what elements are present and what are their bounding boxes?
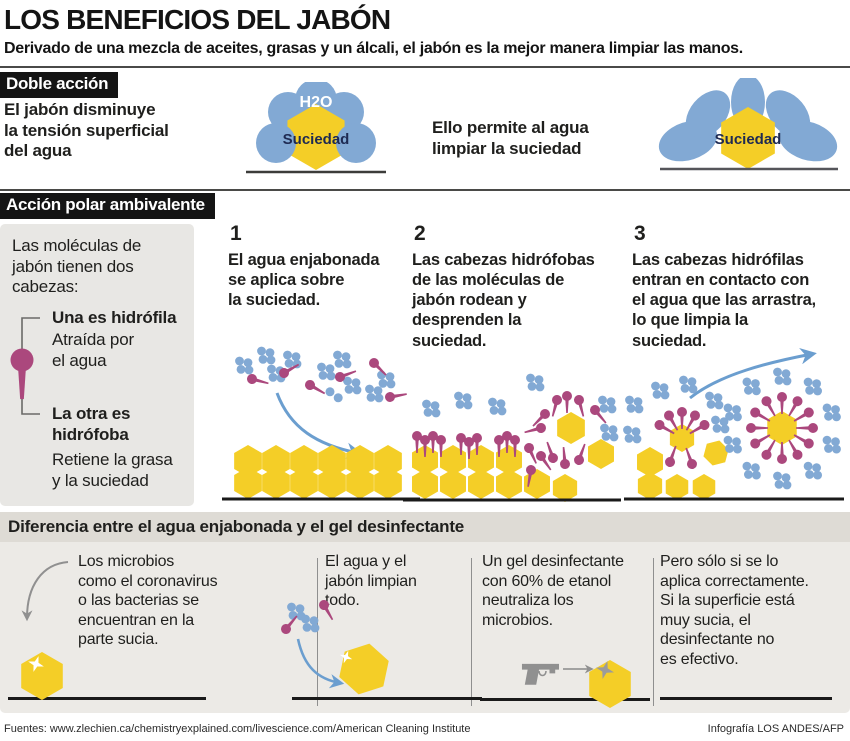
- page-subtitle: Derivado de una mezcla de aceites, grasa…: [4, 40, 743, 57]
- difference-section: Diferencia entre el agua enjabonada y el…: [0, 512, 850, 713]
- column-divider: [317, 558, 318, 706]
- hydrophilic-desc: Atraída por el agua: [52, 330, 134, 370]
- page-title: LOS BENEFICIOS DEL JABÓN: [4, 4, 391, 35]
- surface-line: [480, 698, 650, 701]
- column-divider: [471, 558, 472, 706]
- soap-molecule-legend-diagram: [10, 317, 40, 415]
- water-molecule-icon: [235, 346, 396, 403]
- difference-header: Diferencia entre el agua enjabonada y el…: [8, 517, 465, 536]
- soap-washes-dirt-diagram: [280, 598, 392, 700]
- micelle-dirt-hexagon-icon: [767, 411, 797, 445]
- water-surrounds-dirt-diagram: H2O Suciedad: [246, 82, 386, 174]
- polar-action-badge: Acción polar ambivalente: [0, 193, 215, 219]
- hydrophobic-title: La otra es hidrófoba: [52, 404, 131, 444]
- warning-text: Pero sólo si se lo aplica correctamente.…: [660, 553, 809, 668]
- water-molecule-icon: [256, 123, 376, 163]
- step-3-text: Las cabezas hidrófilas entran en contact…: [632, 251, 816, 350]
- water-molecule-icon: [422, 373, 619, 442]
- surface-line: [292, 697, 482, 700]
- dirt-hexagon-wall: [234, 445, 402, 499]
- step-3-number: 3: [634, 222, 646, 245]
- step-1-number: 1: [230, 222, 242, 245]
- step-1-text: El agua enjabonada se aplica sobre la su…: [228, 251, 380, 310]
- microbe-on-dirt-diagram: [21, 561, 69, 700]
- step-2-number: 2: [414, 222, 426, 245]
- dirt-hexagon-icon: [21, 652, 63, 700]
- double-action-badge: Doble acción: [0, 72, 119, 98]
- surface-line: [8, 697, 206, 700]
- hydrophobic-desc: Retiene la grasa y la suciedad: [52, 450, 173, 490]
- wash-arrow-icon: [296, 638, 345, 689]
- dirt-hexagon-icon: [589, 660, 631, 708]
- section-rule: [0, 189, 850, 191]
- column-divider: [653, 558, 654, 706]
- step-1-diagram: [222, 346, 420, 501]
- pointer-arrow-icon: [21, 561, 69, 622]
- header-rule: [0, 66, 850, 68]
- sources-text: Fuentes: www.zlechien.ca/chemistryexplai…: [4, 723, 471, 735]
- difference-header-bar: Diferencia entre el agua enjabonada y el…: [0, 512, 850, 542]
- step-3-diagram: [623, 348, 844, 501]
- dirt-label: Suciedad: [283, 131, 350, 148]
- water-wraps-dirt-diagram: Suciedad: [658, 78, 838, 171]
- sanitizer-text: Un gel desinfectante con 60% de etanol n…: [482, 553, 624, 629]
- soap-molecule-pin-icon: [10, 348, 34, 400]
- water-cleans-text: Ello permite al agua limpiar la suciedad: [432, 118, 589, 158]
- hydrophilic-title: Una es hidrófila: [52, 308, 177, 327]
- sanitizer-kills-microbe-diagram: [521, 658, 631, 708]
- surface-tension-text: El jabón disminuye la tensión superficia…: [4, 100, 169, 161]
- rinse-arrow-icon: [689, 348, 817, 400]
- legend-intro-text: Las moléculas de jabón tienen dos cabeza…: [12, 236, 142, 297]
- dirt-label: Suciedad: [715, 131, 782, 148]
- dirt-hexagon-icon: [336, 638, 392, 700]
- surface-line: [660, 697, 832, 700]
- dirt-hexagon-icon: [588, 439, 614, 469]
- gun-icon: [521, 663, 559, 685]
- credit-text: Infografía LOS ANDES/AFP: [707, 723, 844, 735]
- step-2-text: Las cabezas hidrófobas de las moléculas …: [412, 251, 595, 350]
- apply-arrow-icon: [275, 392, 363, 459]
- soap-cleans-text: El agua y el jabón limpian todo.: [325, 553, 417, 610]
- water-label: H2O: [300, 94, 333, 111]
- microbes-text: Los microbios como el coronavirus o las …: [78, 553, 218, 649]
- lifted-dirt-hexagon-icon: [557, 412, 585, 444]
- step-2-diagram: [403, 373, 621, 502]
- water-molecule-icon: [287, 602, 320, 633]
